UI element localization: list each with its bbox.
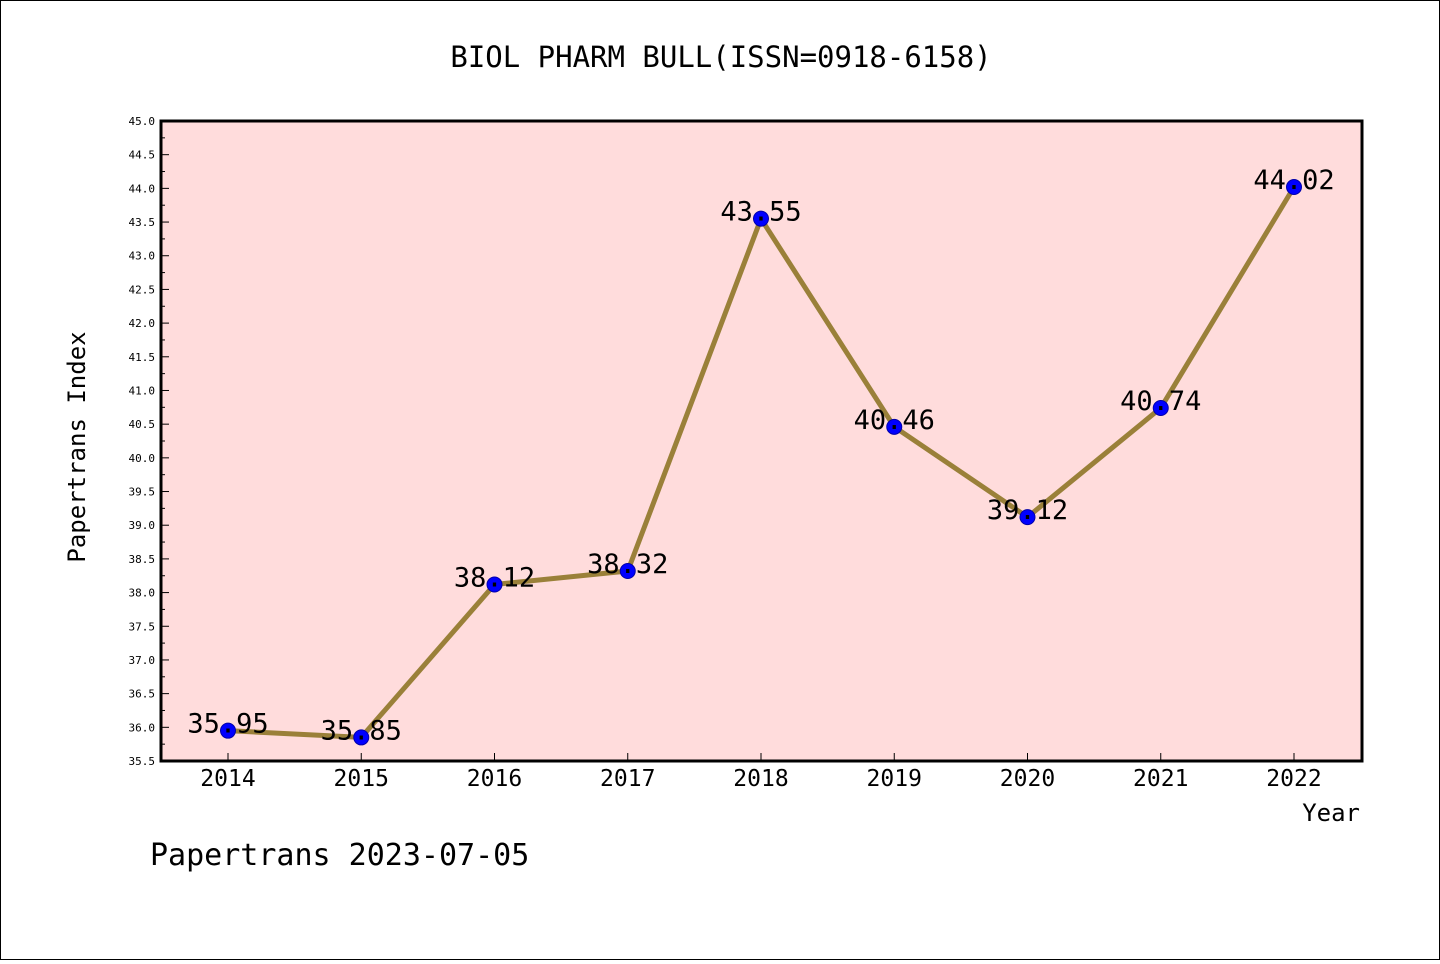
y-tick-label: 43.5 [129, 216, 156, 229]
data-label: 43.55 [720, 197, 801, 228]
y-tick-label: 36.5 [129, 688, 156, 701]
x-axis-label: Year [1302, 799, 1360, 827]
x-axis: 2014 2015 2016 2017 2018 2019 2020 2021 2022 [200, 753, 1322, 792]
data-point [486, 576, 503, 593]
x-tick-label: 2016 [467, 766, 522, 792]
y-tick-label: 41.0 [129, 384, 156, 397]
y-tick-label: 42.0 [129, 317, 156, 330]
data-label: 40.46 [854, 405, 935, 436]
y-tick-label: 41.5 [129, 351, 156, 364]
data-label: 44.02 [1253, 165, 1334, 196]
x-tick-label: 2022 [1266, 766, 1321, 792]
y-tick-label: 38.0 [129, 587, 156, 600]
data-point [220, 722, 236, 739]
y-tick-label: 40.5 [129, 418, 156, 431]
data-label: 39.12 [987, 495, 1068, 526]
x-tick-label: 2020 [1000, 766, 1055, 792]
y-axis-label: Papertrans Index [63, 331, 91, 562]
plot-border [159, 119, 1364, 763]
data-label: 38.32 [587, 549, 668, 580]
y-tick-label: 39.5 [129, 486, 156, 499]
y-tick-label: 39.0 [129, 519, 156, 532]
data-label-group: 35.95 35.85 38.12 38.32 43.55 40.46 39.12 40.74… [187, 165, 1334, 746]
y-tick-label: 44.5 [129, 149, 156, 162]
data-label: 38.12 [454, 562, 535, 593]
y-tick-label: 44.0 [129, 182, 156, 195]
data-point [619, 563, 636, 580]
y-tick-label: 37.0 [129, 654, 156, 667]
x-tick-label: 2021 [1133, 766, 1188, 792]
data-point [1286, 179, 1302, 196]
y-tick-label: 38.5 [129, 553, 156, 566]
data-point [1152, 399, 1169, 416]
y-tick-label: 45.0 [129, 115, 156, 128]
chart-title: BIOL PHARM BULL(ISSN=0918-6158) [450, 40, 991, 74]
x-tick-label: 2017 [600, 766, 655, 792]
data-label: 40.74 [1120, 386, 1201, 417]
data-label: 35.85 [321, 715, 402, 746]
data-label: 35.95 [187, 709, 268, 740]
y-tick-label: 40.0 [129, 452, 156, 465]
data-point [1019, 509, 1036, 526]
y-tick-label: 43.0 [129, 250, 156, 263]
data-point [353, 729, 370, 746]
data-point [753, 210, 769, 227]
plot-area [161, 121, 1362, 761]
y-tick-label: 37.5 [129, 620, 156, 633]
x-tick-label: 2018 [733, 766, 788, 792]
y-axis: 35.5 36.0 36.5 37.0 37.5 38.0 38.5 39.0 39.5 40.0… [129, 115, 169, 768]
y-tick-label: 36.0 [129, 721, 156, 734]
y-tick-label: 35.5 [129, 755, 156, 768]
y-tick-label: 42.5 [129, 283, 156, 296]
data-point [886, 418, 903, 435]
footer-text: Papertrans 2023-07-05 [150, 838, 529, 873]
series-line-group [220, 179, 1302, 746]
x-tick-label: 2019 [867, 766, 922, 792]
x-tick-label: 2015 [334, 766, 389, 792]
x-tick-label: 2014 [200, 766, 255, 792]
